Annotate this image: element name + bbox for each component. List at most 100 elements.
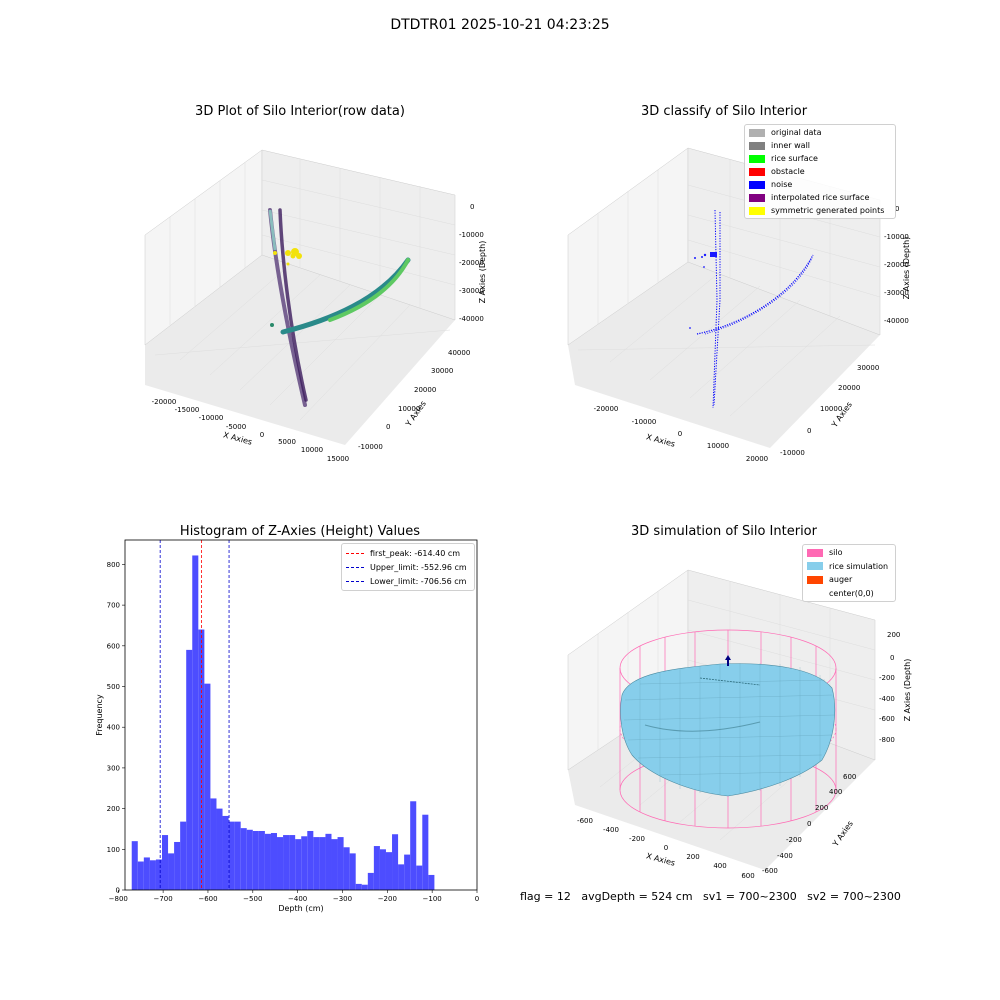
x-tick-label: −100 <box>423 895 442 903</box>
svg-text:-5000: -5000 <box>226 423 246 431</box>
histogram-bar <box>361 884 368 890</box>
histogram-bar <box>392 834 399 890</box>
x-tick-label: −300 <box>333 895 352 903</box>
svg-text:10000: 10000 <box>820 405 842 413</box>
svg-text:-600: -600 <box>879 715 895 723</box>
histogram-bar <box>277 837 284 890</box>
legend-item-center: center(0,0) <box>829 588 874 598</box>
histogram-bar <box>198 629 205 890</box>
svg-text:-200: -200 <box>629 835 645 843</box>
histogram-bar <box>283 835 290 890</box>
svg-text:400: 400 <box>713 862 726 870</box>
status-footer: flag = 12 avgDepth = 524 cm sv1 = 700~23… <box>520 890 901 903</box>
svg-text:-30000: -30000 <box>884 289 909 297</box>
histogram-bar <box>337 837 344 890</box>
svg-text:-10000: -10000 <box>358 443 383 451</box>
svg-text:-800: -800 <box>879 736 895 744</box>
svg-text:-200: -200 <box>786 836 802 844</box>
plot2-xlabel: X Axies <box>645 432 676 448</box>
histogram-bar <box>240 828 247 890</box>
histogram-chart: −800 −700 −600 −500 −400 −300 −200 −100 0 0 100 20… <box>95 539 479 913</box>
histogram-bar <box>180 821 187 890</box>
histogram-frame <box>124 539 478 891</box>
legend-item-silo: silo <box>803 546 895 560</box>
histogram-bar <box>428 874 435 890</box>
svg-text:-10000: -10000 <box>884 233 909 241</box>
svg-text:0: 0 <box>664 844 668 852</box>
histogram-bar <box>373 846 380 890</box>
svg-text:0: 0 <box>890 654 894 662</box>
legend-item-rice-simulation: rice simulation <box>803 560 895 574</box>
histogram-bar <box>307 830 314 890</box>
histogram-bar <box>325 833 332 890</box>
plot4-ylabel: Y Axies <box>830 819 855 849</box>
histogram-bar <box>222 815 229 890</box>
plot4-title: 3D simulation of Silo Interior <box>631 524 817 539</box>
svg-text:20000: 20000 <box>838 384 860 392</box>
svg-text:-10000: -10000 <box>632 418 657 426</box>
histogram-bar <box>270 833 278 890</box>
histogram-bar <box>258 830 265 890</box>
histogram-bar <box>410 801 417 890</box>
svg-text:15000: 15000 <box>327 455 349 463</box>
histogram-bar <box>174 841 181 890</box>
svg-text:-40000: -40000 <box>459 315 484 323</box>
svg-text:-10000: -10000 <box>780 449 805 457</box>
legend-item-first-peak: first_peak: -614.40 cm <box>342 546 474 560</box>
histogram-bar <box>379 849 386 890</box>
histogram-bar <box>246 829 253 890</box>
histogram-bar <box>234 821 241 890</box>
plot2-title: 3D classify of Silo Interior <box>640 104 808 119</box>
histogram-bar <box>289 835 296 890</box>
y-tick-label: 0 <box>116 887 120 895</box>
histogram-bar <box>161 835 169 890</box>
svg-text:-15000: -15000 <box>175 406 200 414</box>
svg-text:10000: 10000 <box>398 405 420 413</box>
histogram-bar <box>355 883 362 890</box>
svg-text:0: 0 <box>807 427 811 435</box>
histogram-bar <box>313 837 320 890</box>
histogram-bar <box>319 837 326 890</box>
svg-text:0: 0 <box>807 820 811 828</box>
svg-text:20000: 20000 <box>746 455 768 463</box>
histogram-bar <box>192 555 199 890</box>
histogram-bar <box>186 649 193 890</box>
legend-item-inner-wall: inner wall <box>745 139 895 152</box>
histogram-bar <box>398 864 405 890</box>
svg-text:600: 600 <box>843 773 856 781</box>
histogram-bar <box>168 853 175 890</box>
histogram-bar <box>349 853 356 890</box>
legend-item-interpolated-rice-surface: interpolated rice surface <box>745 191 895 204</box>
histogram-bar <box>295 839 302 890</box>
plot4-xlabel: X Axies <box>645 851 676 867</box>
histogram-bar <box>204 683 211 890</box>
y-tick-label: 300 <box>107 764 120 772</box>
legend-item-auger: auger <box>803 573 895 587</box>
histogram-bar <box>343 847 350 890</box>
svg-text:-400: -400 <box>777 852 793 860</box>
histogram-bar <box>155 859 162 890</box>
x-tick-label: −600 <box>198 895 217 903</box>
plot2-3d-axes: -20000 -10000 0 10000 20000 X Axies -10000 0… <box>567 147 911 463</box>
legend-item-original-data: original data <box>745 126 895 139</box>
svg-text:0: 0 <box>260 431 264 439</box>
svg-text:0: 0 <box>895 205 899 213</box>
histogram-bar <box>264 833 271 890</box>
histogram-legend: first_peak: -614.40 cm Upper_limit: -552… <box>341 543 475 591</box>
auger-marker <box>725 655 731 666</box>
legend-item-symmetric-generated-points: symmetric generated points <box>745 204 895 217</box>
legend-item-noise: noise <box>745 178 895 191</box>
y-tick-label: 700 <box>107 602 120 610</box>
svg-text:-600: -600 <box>577 817 593 825</box>
histogram-bar <box>331 839 338 890</box>
histogram-bar <box>252 830 259 890</box>
histogram-bar <box>137 861 144 890</box>
histogram-bar <box>143 857 150 890</box>
svg-text:-20000: -20000 <box>884 261 909 269</box>
x-tick-label: 0 <box>475 895 479 903</box>
svg-text:20000: 20000 <box>414 386 436 394</box>
histogram-bar <box>210 798 217 890</box>
histogram-xlabel: Depth (cm) <box>278 904 323 913</box>
svg-text:10000: 10000 <box>301 446 323 454</box>
